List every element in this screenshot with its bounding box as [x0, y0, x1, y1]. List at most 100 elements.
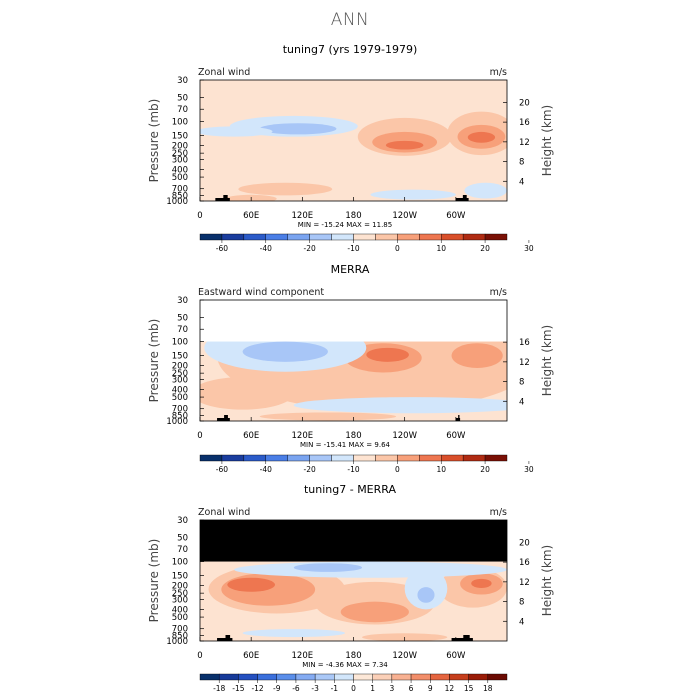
pressure-tick-label: 700	[172, 185, 188, 195]
colorbar-swatch	[334, 673, 354, 681]
y-axis-label-left: Pressure (mb)	[147, 539, 161, 623]
contour-field	[200, 300, 507, 421]
colorbar-swatch	[462, 233, 486, 241]
contour-region	[467, 131, 496, 143]
colorbar-swatch	[410, 673, 431, 681]
pressure-tick-label: 500	[172, 393, 188, 403]
colorbar-swatch	[462, 454, 486, 462]
y-axis-label-right: Height (km)	[540, 545, 554, 616]
colorbar-swatch	[199, 233, 223, 241]
topography-bar	[451, 638, 473, 641]
colorbar-label: -10	[347, 244, 359, 253]
pressure-tick-label: 150	[172, 132, 188, 142]
colorbar-label: 12	[445, 684, 455, 693]
contour-region	[417, 587, 435, 603]
pressure-tick-label: 400	[172, 385, 188, 395]
contour-field	[200, 520, 507, 641]
colorbar-label: -60	[216, 244, 228, 253]
y-axis-label-right: Height (km)	[540, 325, 554, 396]
topography-bar	[215, 198, 230, 201]
colorbar-swatch	[243, 454, 266, 462]
colorbar-label: 20	[480, 465, 490, 474]
lon-tick-label: 0	[197, 651, 202, 661]
colorbar-label: -3	[311, 684, 319, 693]
colorbar-swatch	[295, 673, 316, 681]
colorbar-swatch	[331, 454, 354, 462]
colorbar-label: 20	[480, 244, 490, 253]
contour-region	[293, 563, 363, 572]
contour-region	[259, 412, 397, 421]
colorbar-swatch	[199, 454, 223, 462]
panel-units-label: m/s	[490, 287, 507, 298]
colorbar-label: 30	[524, 465, 534, 474]
colorbar-swatch	[441, 454, 464, 462]
colorbar-swatch	[391, 673, 412, 681]
colorbar-label: -10	[347, 465, 359, 474]
colorbar-label: 9	[428, 684, 433, 693]
colorbar-swatch	[314, 673, 335, 681]
colorbar-swatch	[484, 454, 508, 462]
contour-region	[464, 182, 507, 199]
colorbar-label: 0	[395, 465, 400, 474]
colorbar-swatch	[265, 233, 288, 241]
colorbar-label: -12	[251, 684, 263, 693]
colorbar-swatch	[257, 673, 277, 681]
colorbar-label: 10	[436, 244, 446, 253]
colorbar-swatch	[221, 454, 245, 462]
y-axis-label-left: Pressure (mb)	[147, 99, 161, 183]
pressure-tick-label: 200	[172, 361, 188, 371]
contour-region	[200, 377, 294, 410]
pressure-tick-label: 500	[172, 173, 188, 183]
contour-region	[200, 126, 273, 137]
colorbar-swatch	[419, 454, 442, 462]
contour-region	[471, 578, 492, 588]
pressure-tick-label: 1000	[166, 637, 188, 647]
pressure-tick-label: 300	[172, 155, 188, 165]
lon-tick-label: 120E	[292, 211, 314, 221]
panel-units-label: m/s	[490, 507, 507, 518]
pressure-tick-label: 150	[172, 572, 188, 582]
pressure-tick-label: 250	[172, 589, 188, 599]
lon-tick-label: 0	[197, 211, 202, 221]
pressure-tick-label: 70	[177, 325, 188, 335]
pressure-tick-label: 850	[172, 191, 188, 201]
min-max-stats: MIN = -4.36 MAX = 7.34	[302, 661, 388, 669]
lon-tick-label: 60E	[243, 431, 259, 441]
colorbar-swatch	[221, 233, 245, 241]
panel-variable-label: Eastward wind component	[198, 287, 324, 298]
pressure-tick-label: 400	[172, 165, 188, 175]
pressure-tick-label: 100	[172, 558, 188, 568]
min-max-stats: MIN = -15.41 MAX = 9.64	[300, 441, 391, 449]
colorbar-label: -18	[213, 684, 225, 693]
pressure-tick-label: 30	[177, 296, 188, 306]
topography-peak	[458, 415, 460, 418]
contour-region	[370, 189, 456, 200]
colorbar-label: -20	[304, 244, 316, 253]
colorbar-swatch	[238, 673, 258, 681]
contour-region	[340, 601, 409, 623]
contour-region	[234, 561, 507, 578]
colorbar-swatch	[243, 233, 266, 241]
pressure-tick-label: 850	[172, 411, 188, 421]
y-axis-label-left: Pressure (mb)	[147, 319, 161, 403]
contour-region	[238, 182, 333, 196]
lon-tick-label: 120W	[392, 211, 417, 221]
pressure-tick-label: 150	[172, 352, 188, 362]
colorbar-swatch	[468, 673, 489, 681]
colorbar-swatch	[397, 233, 420, 241]
contour-region	[385, 140, 424, 150]
colorbar-label: 15	[464, 684, 474, 693]
pressure-tick-label: 1000	[166, 417, 188, 427]
contour-field	[200, 80, 507, 201]
lon-tick-label: 120W	[392, 651, 417, 661]
colorbar-swatch	[353, 454, 376, 462]
panel-title: MERRA	[331, 263, 370, 276]
colorbar-swatch	[372, 673, 393, 681]
topography-peak	[223, 195, 228, 198]
contour-region	[259, 123, 337, 135]
colorbar-swatch	[353, 233, 376, 241]
colorbar-label: -40	[260, 465, 272, 474]
topography-peak	[224, 415, 228, 418]
